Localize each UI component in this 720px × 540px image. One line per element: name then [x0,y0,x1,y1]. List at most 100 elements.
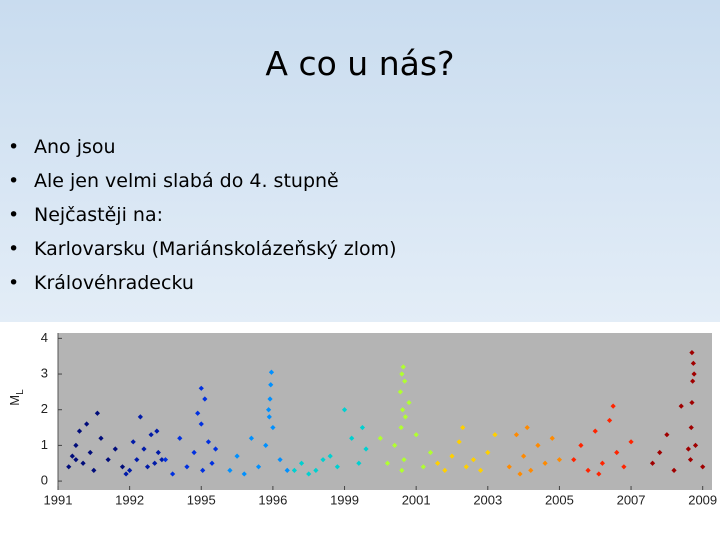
bullet-text: Ale jen velmi slabá do 4. stupně [34,170,339,192]
data-point [397,389,404,395]
bullet-item: • Karlovarsku (Mariánskolázeňský zlom) [8,234,397,268]
bullet-marker: • [8,170,20,192]
data-point [334,464,340,470]
data-point [162,457,169,463]
data-point [596,471,602,477]
data-point [492,432,498,438]
data-point [649,460,656,466]
x-tick-label: 2005 [545,492,574,507]
plot-area [58,333,712,490]
y-axis-label-main: M [7,395,22,406]
data-point [456,439,462,445]
data-point [184,464,190,470]
data-point [585,467,591,473]
data-point [399,407,406,413]
chart: 0 1 2 3 4 1991 1992 1995 1996 1999 2001 2003 2005 200… [7,330,717,508]
slide-background [0,0,720,322]
data-point [621,464,627,470]
data-point [241,471,247,477]
x-tick-label: 1995 [187,492,216,507]
x-tick-label: 2009 [688,492,717,507]
data-point [384,460,391,466]
data-point [599,460,606,466]
data-point [671,467,677,473]
data-point [284,467,290,473]
data-point [268,369,275,375]
y-tick-label: 3 [41,365,48,380]
x-tick-label: 1991 [44,492,73,507]
x-tick-label: 2007 [617,492,646,507]
data-point [73,457,79,463]
data-point [442,467,448,473]
data-point [356,460,362,466]
data-point [398,424,404,431]
data-point [460,424,466,431]
data-point [80,460,86,466]
data-point [112,446,118,452]
data-point [291,467,297,473]
bullet-text: Královéhradecku [34,272,194,294]
bullet-marker: • [8,204,20,226]
data-point [556,457,563,463]
bullet-marker: • [8,136,20,158]
data-point [255,464,262,470]
data-point [506,464,512,470]
data-point [420,464,426,470]
data-point [127,467,133,473]
data-point [592,428,598,434]
data-point [402,378,408,384]
data-point [485,449,491,456]
data-point [270,424,276,431]
data-point [478,467,484,473]
data-point [152,460,158,466]
data-point [209,460,215,466]
data-point [700,464,706,470]
data-point [349,435,355,441]
data-point [200,467,206,473]
x-tick-label: 2001 [402,492,431,507]
data-point [306,471,312,477]
data-point [76,428,83,434]
x-tick-label: 1992 [115,492,144,507]
slide-title: A co u nás? [265,44,455,83]
y-tick-label: 0 [41,473,48,488]
data-point [123,471,129,477]
data-point [689,350,695,356]
data-point [392,442,398,448]
data-point [687,457,694,463]
bullet-item: • Nejčastěji na: [8,200,397,234]
data-point [413,432,419,438]
x-tick-label: 2003 [473,492,502,507]
data-point [359,424,366,431]
bullet-text: Nejčastěji na: [34,204,163,226]
bullet-item: • Královéhradecku [8,268,397,302]
data-point [119,464,126,470]
data-point [105,457,111,463]
data-point [517,471,523,477]
x-tick-label: 1999 [330,492,359,507]
data-point [87,449,93,456]
bullet-item: • Ano jsou [8,132,397,166]
data-point [513,432,520,438]
x-tick-label: 1996 [258,492,287,507]
data-point [435,460,441,466]
bullet-item: • Ale jen velmi slabá do 4. stupně [8,166,397,200]
data-point [227,467,233,473]
data-point [170,471,176,477]
y-axis-label-sub: L [15,389,26,395]
bullet-marker: • [8,238,20,260]
bullet-text: Ano jsou [34,136,116,158]
data-point [571,457,577,463]
y-axis-label: ML [7,389,25,406]
data-point [154,428,160,434]
y-tick-label: 2 [41,401,48,416]
bullet-text: Karlovarsku (Mariánskolázeňský zlom) [34,238,397,260]
data-point [134,457,140,463]
y-tick-label: 4 [41,330,48,345]
data-point [528,467,534,473]
data-point [313,467,319,473]
data-point [91,467,97,473]
data-point [664,432,670,438]
data-point [524,424,530,431]
